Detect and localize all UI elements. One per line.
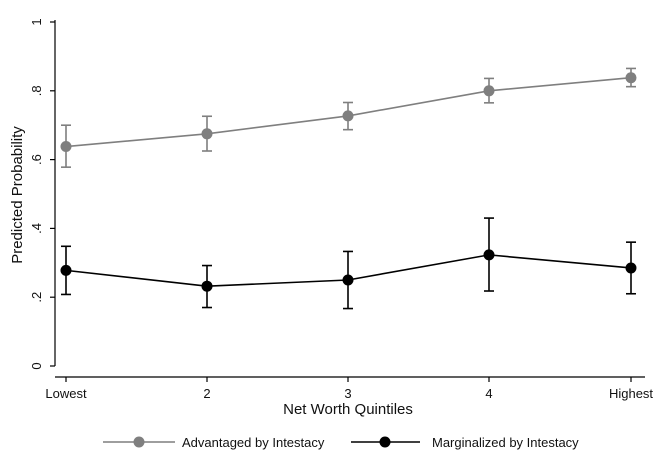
data-point bbox=[625, 72, 637, 84]
x-axis-title: Net Worth Quintiles bbox=[283, 401, 413, 418]
y-tick-label: .2 bbox=[29, 292, 44, 303]
data-point bbox=[60, 264, 72, 276]
y-tick-label: .6 bbox=[29, 154, 44, 165]
y-ticks: 0 .2 .4 .6 .8 1 bbox=[29, 18, 55, 370]
plot-area bbox=[60, 67, 637, 310]
legend-item-advantaged: Advantaged by Intestacy bbox=[103, 435, 325, 450]
x-tick-label: 4 bbox=[485, 386, 492, 401]
x-tick-label: Lowest bbox=[45, 386, 87, 401]
x-tick-label: Highest bbox=[609, 386, 653, 401]
legend-label-advantaged: Advantaged by Intestacy bbox=[182, 435, 325, 450]
series-marginalized bbox=[60, 217, 637, 310]
x-tick-label: 3 bbox=[344, 386, 351, 401]
legend-item-marginalized: Marginalized by Intestacy bbox=[351, 435, 579, 450]
axes bbox=[54, 20, 645, 378]
data-point bbox=[342, 110, 354, 122]
x-tick-label: 2 bbox=[203, 386, 210, 401]
series-advantaged bbox=[60, 67, 637, 168]
data-point bbox=[60, 141, 72, 153]
x-ticks: Lowest 2 3 4 Highest bbox=[45, 377, 653, 401]
data-point bbox=[201, 280, 213, 292]
legend-label-marginalized: Marginalized by Intestacy bbox=[432, 435, 579, 450]
y-tick-label: 1 bbox=[29, 18, 44, 25]
y-tick-label: .8 bbox=[29, 85, 44, 96]
y-tick-label: 0 bbox=[29, 362, 44, 369]
data-point bbox=[483, 85, 495, 97]
data-point bbox=[342, 274, 354, 286]
legend-marker-advantaged bbox=[133, 436, 145, 448]
data-point bbox=[625, 262, 637, 274]
data-point bbox=[483, 249, 495, 261]
y-tick-label: .4 bbox=[29, 223, 44, 234]
legend: Advantaged by Intestacy Marginalized by … bbox=[103, 435, 579, 450]
y-axis-title: Predicted Probability bbox=[9, 126, 26, 264]
legend-marker-marginalized bbox=[379, 436, 391, 448]
data-point bbox=[201, 128, 213, 140]
